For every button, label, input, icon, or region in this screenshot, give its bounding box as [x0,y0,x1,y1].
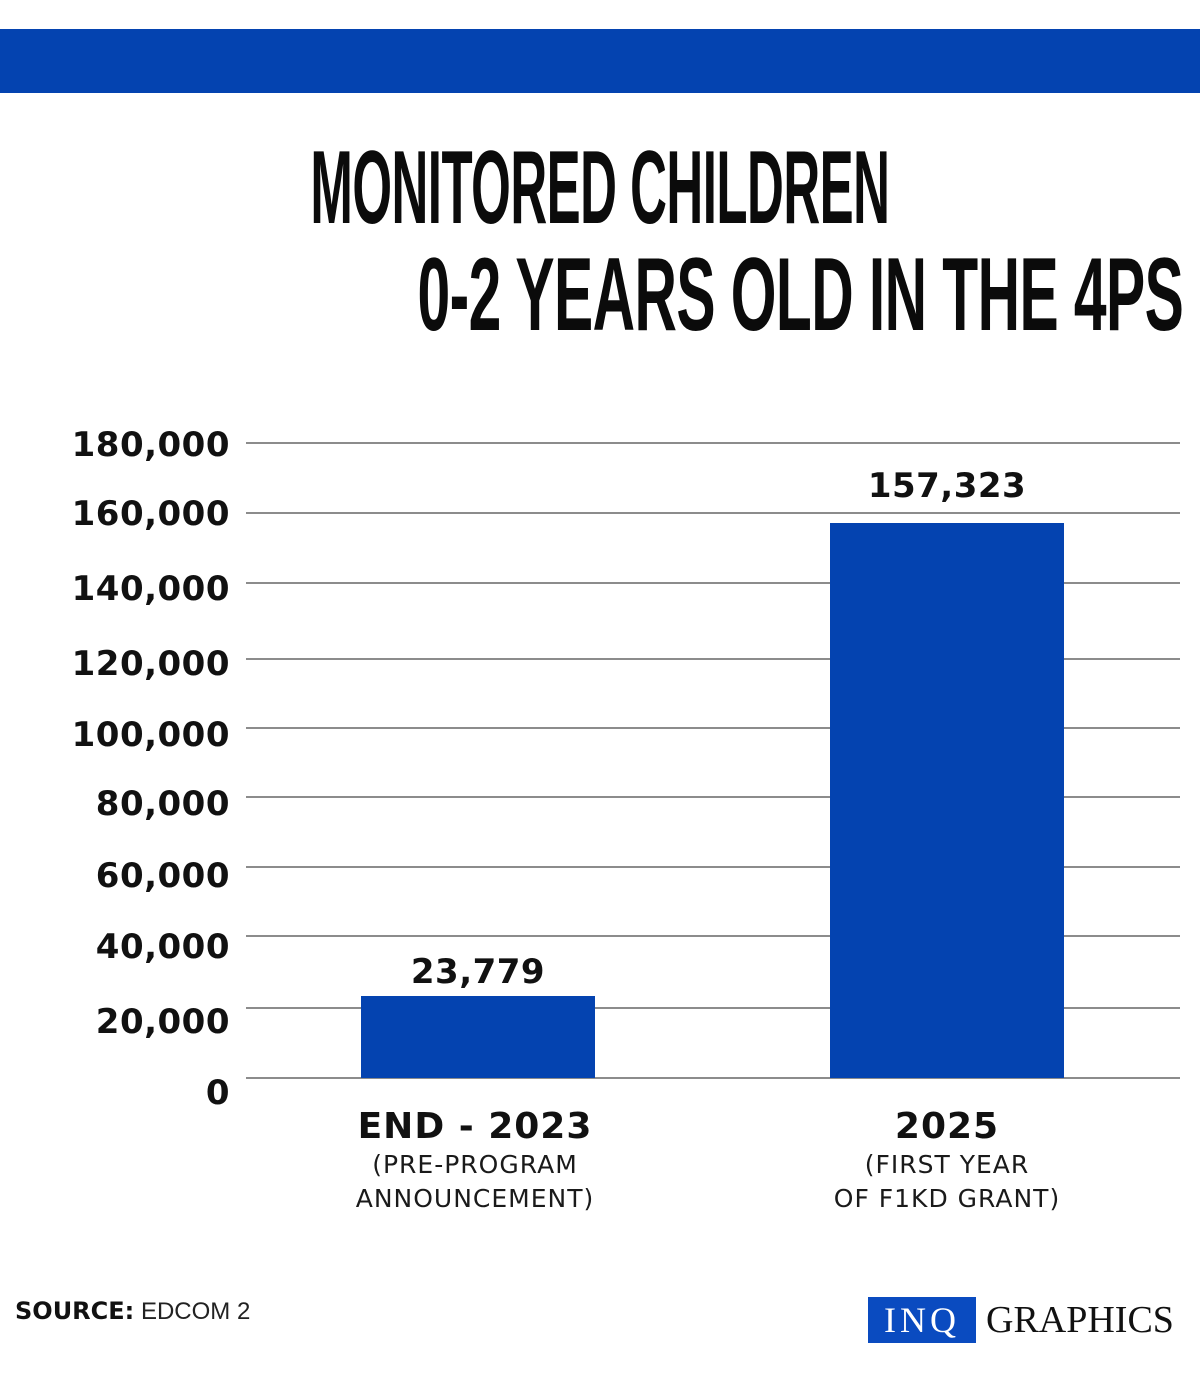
category-sublabel-end-2023-line2: ANNOUNCEMENT) [355,1184,595,1213]
category-label-2025: 2025 [894,1106,1000,1147]
category-sublabel-2025-line1: (FIRST YEAR [864,1150,1030,1179]
gridline-120000 [246,658,1180,660]
title-text-2: 0-2 YEARS OLD IN THE 4PS PROGRAM [417,237,1200,353]
chart-title-line-2: 0-2 YEARS OLD IN THE 4PS PROGRAM [0,243,1200,347]
header-band [0,29,1200,93]
source-value: EDCOM 2 [140,1298,251,1325]
bar-end-2023 [361,996,595,1078]
y-tick-label: 40,000 [95,927,230,967]
inq-logo-box: INQ [868,1297,976,1343]
gridline-160000 [246,512,1180,514]
bar-value-label-2025: 157,323 [867,466,1027,506]
gridline-20000 [246,1007,1180,1009]
graphics-logo-text: GRAPHICS [986,1299,1174,1341]
y-tick-label: 160,000 [71,494,230,534]
y-tick-label: 100,000 [71,715,230,755]
gridline-40000 [246,935,1180,937]
bar-2025 [830,523,1064,1078]
source-label: SOURCE: [15,1297,135,1325]
gridline-60000 [246,866,1180,868]
inq-graphics-logo: INQ GRAPHICS [868,1297,1174,1343]
y-tick-label: 20,000 [95,1002,230,1042]
gridline-80000 [246,796,1180,798]
y-tick-label: 180,000 [71,425,230,465]
y-tick-label: 80,000 [95,784,230,824]
category-sublabel-end-2023-line1: (PRE-PROGRAM [372,1150,578,1179]
bar-value-label-end-2023: 23,779 [410,952,546,992]
y-tick-label: 60,000 [95,856,230,896]
baseline-0 [246,1077,1180,1079]
y-tick-label: 140,000 [71,569,230,609]
title-text-1: MONITORED CHILDREN [310,130,890,246]
gridline-100000 [246,727,1180,729]
gridline-180000 [246,442,1180,444]
source-credit: SOURCE: EDCOM 2 [15,1299,250,1324]
category-sublabel-2025-line2: OF F1KD GRANT) [833,1184,1061,1213]
y-tick-label: 0 [205,1073,230,1113]
y-tick-label: 120,000 [71,644,230,684]
chart-title-line-1: MONITORED CHILDREN [0,136,1200,240]
category-label-end-2023: END - 2023 [357,1106,593,1147]
gridline-140000 [246,582,1180,584]
